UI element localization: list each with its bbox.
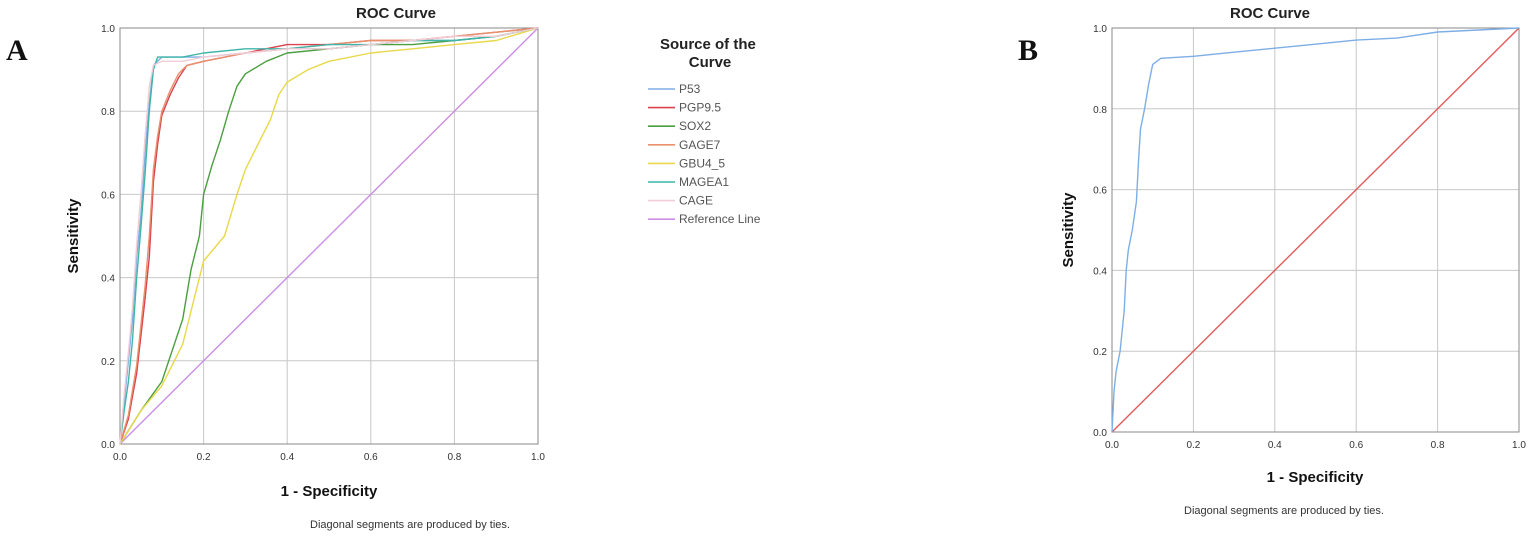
panel-b-y-ticks: 0.0 0.2 0.4 0.6 0.8 1.0 — [1093, 24, 1107, 439]
x-tick-label: 0.2 — [1186, 440, 1200, 451]
panel-a-y-ticks: 0.0 0.2 0.4 0.6 0.8 1.0 — [101, 24, 115, 451]
panel-b: B ROC Curve 0.0 0.2 0.4 0.6 0.8 1.0 0.0 0.2 0.4… — [1018, 5, 1526, 517]
panel-b-y-axis-label: Sensitivity — [1060, 192, 1077, 268]
x-tick-label: 0.0 — [1105, 440, 1119, 451]
series-line-sox2 — [119, 27, 539, 445]
x-tick-label: 0.4 — [280, 452, 294, 463]
legend-items: P53 PGP9.5 SOX2 GAGE7 GBU4_5 MAGEA1 CAGE Refere… — [648, 82, 761, 226]
panel-b-plot-frame — [1111, 27, 1520, 433]
panel-a-title: ROC Curve — [356, 5, 436, 22]
x-tick-label: 0.8 — [447, 452, 461, 463]
legend-label: GBU4_5 — [679, 156, 725, 170]
x-tick-label: 0.2 — [197, 452, 211, 463]
series-line-roc — [1111, 27, 1520, 433]
y-tick-label: 0.0 — [1093, 428, 1107, 439]
panel-b-title: ROC Curve — [1230, 5, 1310, 22]
y-tick-label: 0.8 — [1093, 105, 1107, 116]
series-line-gbu4-5 — [119, 27, 539, 445]
legend-label: PGP9.5 — [679, 101, 721, 115]
y-tick-label: 0.6 — [1093, 186, 1107, 197]
x-tick-label: 0.8 — [1431, 440, 1445, 451]
y-tick-label: 0.4 — [1093, 266, 1107, 277]
panel-a-plot-frame — [119, 27, 539, 445]
x-tick-label: 0.0 — [113, 452, 127, 463]
y-tick-label: 0.0 — [101, 440, 115, 451]
series-line-reference-line — [119, 27, 539, 445]
panel-a-x-axis-label: 1 - Specificity — [281, 483, 378, 500]
x-tick-label: 1.0 — [1512, 440, 1526, 451]
panel-a-x-ticks: 0.0 0.2 0.4 0.6 0.8 1.0 — [113, 452, 545, 463]
panel-b-footnote: Diagonal segments are produced by ties. — [1184, 505, 1384, 517]
legend-label: GAGE7 — [679, 138, 721, 152]
panel-a-series — [119, 27, 539, 445]
panel-b-series — [1111, 27, 1520, 433]
x-tick-label: 0.6 — [364, 452, 378, 463]
panel-a: A ROC Curve 0.0 0.2 0.4 0.6 0.8 1.0 0.0 0.2 0.4… — [6, 5, 761, 531]
y-tick-label: 0.6 — [101, 190, 115, 201]
x-tick-label: 0.4 — [1268, 440, 1282, 451]
panel-b-letter: B — [1018, 34, 1038, 67]
y-tick-label: 0.2 — [1093, 347, 1107, 358]
legend-label: MAGEA1 — [679, 175, 729, 189]
series-line-reference — [1111, 27, 1520, 433]
panel-a-footnote: Diagonal segments are produced by ties. — [310, 519, 510, 531]
legend-title-line-1: Source of the — [660, 36, 756, 53]
panel-a-y-axis-label: Sensitivity — [65, 198, 82, 274]
series-line-cage — [119, 27, 539, 445]
y-tick-label: 0.2 — [101, 357, 115, 368]
legend-title: Source of the Curve — [660, 36, 760, 71]
panel-a-letter: A — [6, 34, 28, 67]
x-tick-label: 1.0 — [531, 452, 545, 463]
y-tick-label: 1.0 — [101, 24, 115, 35]
panel-b-grid — [1112, 28, 1519, 432]
y-tick-label: 1.0 — [1093, 24, 1107, 35]
legend-label: P53 — [679, 82, 701, 96]
legend-label: CAGE — [679, 194, 713, 208]
y-tick-label: 0.4 — [101, 274, 115, 285]
panel-b-x-ticks: 0.0 0.2 0.4 0.6 0.8 1.0 — [1105, 440, 1526, 451]
y-tick-label: 0.8 — [101, 107, 115, 118]
legend-label: Reference Line — [679, 212, 761, 226]
x-tick-label: 0.6 — [1349, 440, 1363, 451]
legend-label: SOX2 — [679, 119, 711, 133]
panel-a-legend: Source of the Curve P53 PGP9.5 SOX2 GAGE7 GB… — [648, 36, 761, 226]
legend-title-line-2: Curve — [689, 54, 732, 71]
panel-b-x-axis-label: 1 - Specificity — [1267, 469, 1364, 486]
